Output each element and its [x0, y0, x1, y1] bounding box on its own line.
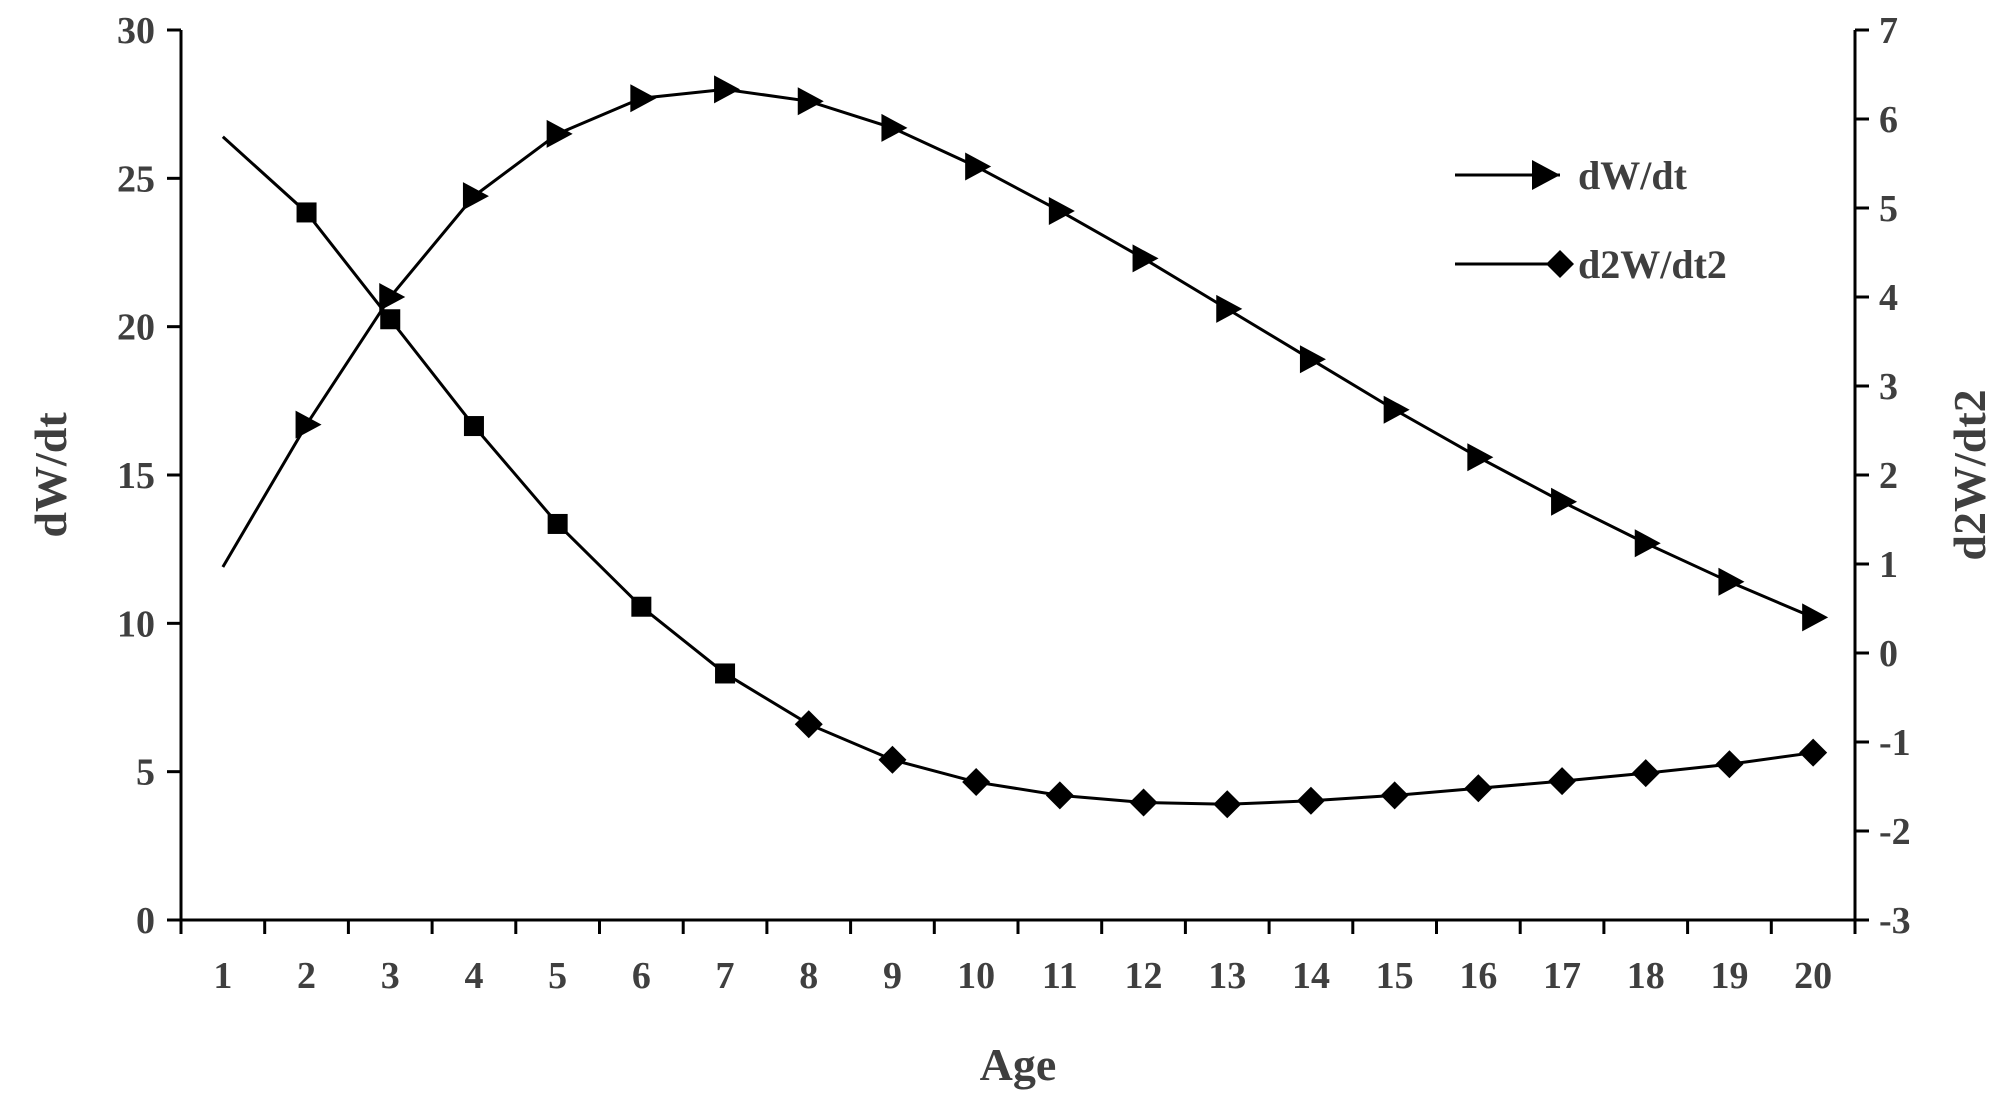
point-d2wdt2: [380, 309, 401, 330]
point-dwdt: [1802, 603, 1829, 632]
point-d2wdt2: [1464, 774, 1493, 803]
x-tick-label: 17: [1543, 955, 1581, 997]
legend-marker-dwdt: [1532, 160, 1560, 190]
point-d2wdt2: [1548, 767, 1577, 796]
point-d2wdt2: [794, 710, 823, 739]
right-tick-label: 4: [1879, 277, 1898, 319]
left-y-ticks: 0 5 10 15 20 25 30: [117, 10, 181, 942]
series-line-d2wdt2: [221, 135, 1814, 806]
point-dwdt: [1634, 529, 1661, 558]
right-y-axis-title: d2W/dt2: [1944, 389, 1995, 560]
point-d2wdt2: [1045, 781, 1074, 810]
x-tick-label: 11: [1042, 955, 1078, 997]
point-dwdt: [714, 75, 741, 104]
legend-label-dwdt: dW/dt: [1578, 153, 1688, 198]
point-dwdt: [1132, 244, 1159, 273]
left-tick-label: 30: [117, 10, 155, 52]
left-y-axis-title: dW/dt: [25, 412, 76, 538]
point-dwdt: [379, 283, 406, 311]
point-dwdt: [1216, 294, 1243, 323]
x-axis-title: Age: [980, 1039, 1057, 1090]
x-tick-label: 1: [213, 955, 232, 997]
right-tick-label: 5: [1879, 188, 1898, 230]
series-layer: [221, 75, 1829, 819]
x-tick-label: 14: [1292, 955, 1330, 997]
point-d2wdt2: [1631, 759, 1660, 788]
point-d2wdt2: [631, 596, 652, 617]
right-tick-label: -1: [1879, 722, 1911, 764]
right-tick-label: 3: [1879, 366, 1898, 408]
point-dwdt: [965, 152, 992, 181]
point-d2wdt2: [1380, 781, 1409, 810]
left-tick-label: 10: [117, 603, 155, 645]
right-tick-label: 6: [1879, 99, 1898, 141]
point-dwdt: [1467, 443, 1494, 472]
point-d2wdt2: [878, 745, 907, 774]
series-line-dwdt: [221, 87, 1814, 619]
right-y-ticks: -3 -2 -1 0 1 2 3 4 5 6 7: [1855, 10, 1911, 942]
point-d2wdt2: [547, 513, 568, 534]
legend-label-d2wdt2: d2W/dt2: [1578, 242, 1727, 287]
point-dwdt: [462, 182, 489, 211]
x-tick-label: 5: [548, 955, 567, 997]
x-tick-label: 9: [883, 955, 902, 997]
right-tick-label: -3: [1879, 900, 1911, 942]
point-d2wdt2: [1129, 788, 1158, 817]
right-tick-label: 2: [1879, 455, 1898, 497]
left-tick-label: 20: [117, 307, 155, 349]
right-tick-label: -2: [1879, 811, 1911, 853]
point-d2wdt2: [1296, 786, 1325, 815]
point-d2wdt2: [962, 768, 991, 797]
x-ticks: 1 2 3 4 5 6 7 8 9 10 11 12 13 14 15 16 17 18 19 20: [179, 920, 1857, 997]
x-tick-label: 6: [632, 955, 651, 997]
point-d2wdt2: [296, 202, 317, 223]
point-dwdt: [1383, 395, 1410, 424]
point-dwdt: [1718, 567, 1745, 596]
x-tick-label: 3: [381, 955, 400, 997]
point-dwdt: [295, 410, 322, 439]
point-dwdt: [630, 84, 657, 113]
x-tick-label: 4: [464, 955, 483, 997]
x-tick-label: 7: [716, 955, 735, 997]
x-tick-label: 20: [1794, 955, 1832, 997]
x-tick-label: 8: [799, 955, 818, 997]
x-tick-label: 13: [1208, 955, 1246, 997]
point-dwdt: [546, 119, 573, 148]
left-tick-label: 15: [117, 455, 155, 497]
x-tick-label: 12: [1125, 955, 1163, 997]
left-tick-label: 5: [136, 752, 155, 794]
left-tick-label: 0: [136, 900, 155, 942]
point-d2wdt2: [1799, 738, 1828, 767]
right-tick-label: 7: [1879, 10, 1898, 52]
x-tick-label: 19: [1710, 955, 1748, 997]
point-dwdt: [1551, 487, 1578, 516]
x-tick-label: 10: [957, 955, 995, 997]
left-tick-label: 25: [117, 158, 155, 200]
x-tick-label: 2: [297, 955, 316, 997]
point-d2wdt2: [715, 663, 736, 684]
right-tick-label: 1: [1879, 544, 1898, 586]
point-d2wdt2: [463, 416, 484, 437]
point-dwdt: [881, 113, 908, 142]
legend: dW/dt d2W/dt2: [1455, 153, 1727, 287]
x-tick-label: 16: [1459, 955, 1497, 997]
x-tick-label: 15: [1376, 955, 1414, 997]
point-d2wdt2: [1715, 750, 1744, 779]
x-tick-label: 18: [1627, 955, 1665, 997]
point-dwdt: [1299, 345, 1326, 374]
legend-marker-d2wdt2: [1546, 250, 1574, 278]
point-dwdt: [1048, 196, 1075, 225]
point-dwdt: [797, 87, 824, 116]
point-d2wdt2: [1213, 790, 1242, 819]
right-tick-label: 0: [1879, 633, 1898, 675]
